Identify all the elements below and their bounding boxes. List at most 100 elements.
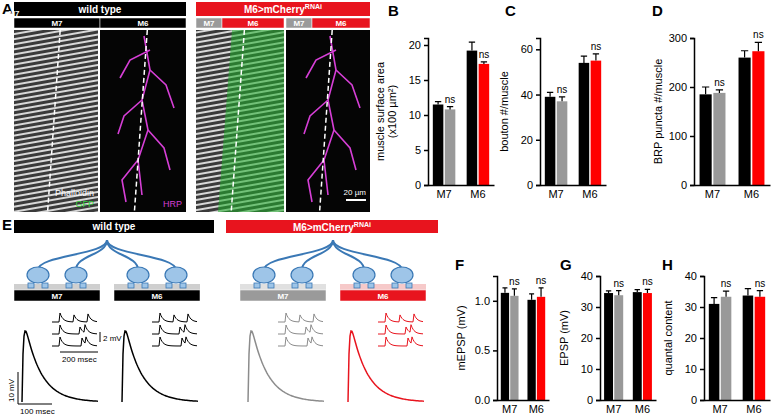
x-axis: M7M6: [429, 185, 495, 200]
hrp-image: [286, 30, 370, 212]
receptor: [368, 283, 374, 288]
receptor: [180, 283, 186, 288]
y-tick-label: 5: [415, 144, 421, 156]
x-axis-line: [705, 400, 771, 402]
x-tick-label: M6: [470, 188, 485, 200]
error-bar: [702, 87, 709, 94]
marks: [604, 289, 652, 400]
axon-branch: [302, 240, 333, 270]
error-bar: [502, 288, 507, 293]
y-tick: 0: [691, 394, 704, 406]
y-tick: 20: [685, 332, 704, 344]
y-axis-line: [690, 39, 695, 186]
figure: ABCDEFGHwild typeM6>mCherryRNAiM7M6M7M7M…: [0, 0, 778, 418]
y-tick-label: 10: [685, 363, 697, 375]
muscle-tag-label: M7: [51, 292, 63, 301]
hrp-branch: [306, 50, 336, 78]
muscle-tag-label: M6: [137, 19, 149, 28]
muscle-border: [231, 30, 244, 212]
y-tick-label: 200: [669, 81, 687, 93]
axon-branch: [76, 240, 107, 270]
y-axis: 0.00.51.0: [475, 277, 498, 407]
muscle-tag-label: M7: [203, 19, 215, 28]
muscle-tag: [240, 290, 326, 301]
annotation: ns: [753, 29, 764, 40]
y-axis: 010203040: [685, 270, 705, 406]
error-bar: [581, 56, 587, 63]
genotype-text: M6>mCherry: [244, 4, 305, 15]
bar: [537, 297, 545, 400]
mepsp-trace: [52, 313, 97, 322]
bouton: [391, 267, 413, 283]
error-bar: [512, 289, 517, 296]
mepsp-trace: [378, 325, 423, 334]
hrp-branch: [334, 130, 356, 170]
error-bar: [741, 51, 748, 58]
hrp-branch: [122, 160, 138, 202]
muscle-membrane: [240, 284, 326, 290]
y-tick-mark: [536, 140, 540, 142]
error-bar: [606, 291, 611, 293]
y-tick-mark: [700, 369, 704, 371]
annotation: ns: [445, 94, 456, 105]
muscle-tag: [340, 290, 426, 301]
y-axis-line: [596, 277, 601, 401]
y-tick-label: 10: [581, 363, 593, 375]
y-tick: 0.5: [475, 344, 497, 356]
bar: [713, 93, 725, 185]
bar: [633, 292, 642, 400]
x-axis-line: [541, 185, 607, 187]
receptor: [128, 283, 134, 288]
epsp-trace: [348, 331, 424, 402]
y-tick-mark: [690, 87, 694, 89]
muscle-tag-label: M6: [247, 19, 259, 28]
error-bar: [711, 298, 717, 304]
x-tick: M6: [635, 400, 650, 415]
x-tick: M6: [746, 400, 761, 415]
bar: [700, 94, 712, 185]
bar: [755, 297, 766, 400]
scale-bar-label: 20 µm: [344, 188, 367, 197]
muscle-tag-label: M6: [377, 292, 389, 301]
gfp-overlay: [218, 30, 284, 212]
x-tick-label: M6: [746, 403, 761, 415]
receptor: [306, 283, 312, 288]
bar: [604, 293, 613, 400]
error-bar: [755, 42, 762, 51]
hrp-branch: [138, 36, 150, 195]
y-tick-mark: [493, 400, 497, 402]
axon-branch: [333, 240, 364, 270]
muscle-tag-label: M6: [335, 19, 347, 28]
phalloidin-image: [14, 30, 98, 212]
bar: [510, 296, 518, 400]
x-axis: M7M6: [705, 400, 771, 415]
marks: [433, 42, 489, 185]
axon-branch: [107, 240, 176, 270]
trace-scale-label: 10 mV: [7, 378, 16, 402]
panel-label: G: [560, 256, 572, 273]
genotype-label: M6>mCherryRNAi: [244, 3, 322, 15]
muscle-tag-label: M7: [8, 9, 20, 18]
trace-scale-label: 100 msec: [20, 407, 55, 416]
stain-label: HRP: [163, 199, 182, 209]
y-tick-mark: [424, 150, 428, 152]
y-tick: 20: [581, 332, 600, 344]
x-tick-label: M7: [502, 403, 517, 415]
bar-chart: nsns0204060M7M6bouton #/muscle: [498, 39, 607, 200]
y-tick-label: 20: [521, 134, 533, 146]
error-bar: [469, 42, 475, 50]
y-tick: 60: [521, 43, 540, 55]
y-axis: 010203040: [581, 270, 601, 406]
receptor: [392, 283, 398, 288]
y-tick-mark: [596, 369, 600, 371]
receptor: [406, 283, 412, 288]
y-tick-label: 20: [581, 332, 593, 344]
x-tick: M7: [502, 400, 517, 415]
genotype-text: M6>mCherry: [293, 222, 354, 233]
y-tick: 5: [415, 144, 428, 156]
hrp-branch: [308, 160, 324, 202]
stain-label: GFP: [75, 199, 94, 209]
panel-label: F: [455, 256, 464, 273]
axon-branch: [38, 240, 107, 270]
header-box: [14, 220, 214, 233]
